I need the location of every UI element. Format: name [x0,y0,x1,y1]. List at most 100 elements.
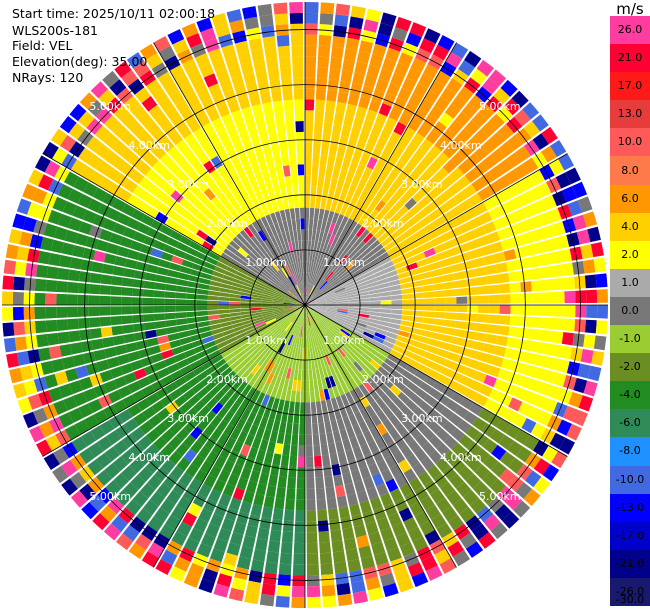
velocity-gate [248,251,259,262]
velocity-gate [150,197,165,211]
velocity-gate [449,344,462,355]
velocity-gate [224,436,237,450]
velocity-gate [164,305,176,313]
velocity-gate [488,294,500,304]
velocity-gate [448,119,463,136]
velocity-gate [216,419,229,433]
velocity-gate [147,516,164,532]
velocity-gate [163,474,178,489]
velocity-gate [457,419,472,434]
velocity-gate [305,305,313,313]
velocity-gate [326,327,336,337]
velocity-gate [264,451,274,464]
velocity-gate [331,362,340,374]
velocity-gate [290,390,296,402]
velocity-gate [380,308,392,314]
range-ring-label: 5.00km [479,100,521,113]
velocity-gate [297,315,302,326]
velocity-gate [466,441,482,456]
velocity-gate [295,131,304,143]
velocity-gate [341,343,351,353]
velocity-gate [175,318,188,326]
velocity-gate [452,550,471,567]
velocity-gate [328,326,338,336]
velocity-gate [427,464,442,480]
velocity-gate [358,95,371,109]
velocity-gate [294,314,301,325]
velocity-gate [352,116,364,130]
velocity-gate [481,155,497,171]
velocity-gate [321,574,335,586]
velocity-gate [218,33,234,48]
velocity-gate [121,449,137,465]
velocity-gate [406,156,420,170]
velocity-gate [315,88,327,101]
velocity-gate [347,296,359,301]
velocity-gate [326,341,335,352]
velocity-gate [13,276,25,291]
velocity-gate [56,280,69,293]
velocity-gate [358,310,370,315]
velocity-gate [301,229,305,241]
velocity-gate [515,145,531,162]
velocity-gate [125,342,138,353]
velocity-gate [413,252,426,262]
velocity-gate [461,260,475,271]
velocity-gate [292,564,305,576]
velocity-gate [384,208,397,221]
velocity-gate [376,459,389,473]
velocity-gate [354,324,366,331]
velocity-gate [294,305,305,308]
velocity-gate [294,532,305,544]
velocity-gate [359,466,371,480]
velocity-gate [232,254,244,264]
velocity-gate [345,285,357,292]
velocity-gate [263,572,277,585]
velocity-gate [306,521,317,533]
velocity-gate [98,89,116,107]
velocity-gate [310,336,314,348]
velocity-gate [349,127,361,140]
velocity-gate [514,109,531,127]
velocity-gate [356,534,370,549]
velocity-gate [338,270,349,280]
velocity-gate [414,419,428,433]
velocity-gate [99,420,115,435]
velocity-gate [106,356,120,369]
velocity-gate [479,244,493,257]
velocity-gate [48,416,64,433]
velocity-gate [272,247,281,259]
velocity-gate [146,392,160,406]
velocity-gate [16,351,30,366]
velocity-gate [420,495,435,511]
velocity-gate [291,313,299,323]
velocity-gate [373,160,386,174]
velocity-gate [272,298,284,302]
velocity-gate [242,285,254,291]
velocity-gate [474,266,487,277]
velocity-gate [301,272,304,284]
velocity-gate [317,509,328,522]
velocity-gate [122,482,139,499]
velocity-gate [445,305,457,312]
velocity-gate [429,435,443,449]
velocity-gate [489,428,505,444]
velocity-gate [150,352,164,364]
velocity-gate [361,247,372,257]
velocity-gate [254,366,264,378]
velocity-gate [113,222,127,236]
velocity-gate [410,375,423,387]
velocity-gate [347,137,358,151]
velocity-gate [587,226,601,243]
velocity-gate [349,389,360,402]
velocity-gate [54,226,68,241]
velocity-gate [382,405,394,419]
velocity-gate [306,272,309,284]
velocity-gate [550,264,564,278]
velocity-gate [314,276,322,287]
velocity-gate [409,203,423,216]
velocity-gate [239,264,251,273]
velocity-gate [391,27,408,42]
velocity-gate [323,176,332,189]
